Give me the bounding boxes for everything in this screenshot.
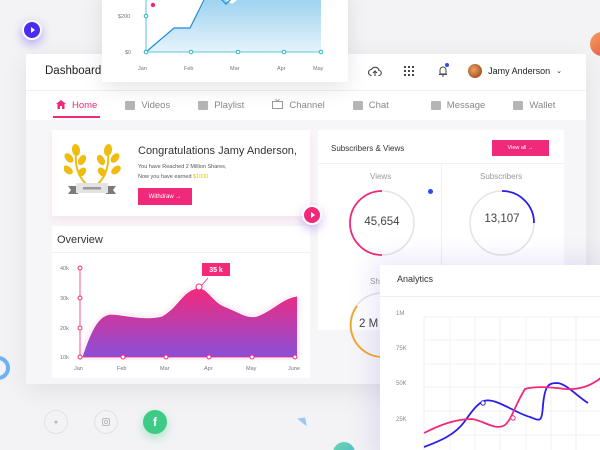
playlist-icon: [198, 101, 209, 110]
bell-icon[interactable]: [434, 62, 452, 80]
earned-amount: $1000: [193, 174, 209, 180]
status-dot: [428, 189, 433, 194]
y-label: 25K: [396, 417, 407, 423]
congrats-line2: Now you have earned $1000: [138, 174, 209, 180]
svg-text:May: May: [246, 366, 257, 372]
y-label: 75K: [396, 346, 407, 352]
shares-value: 2 M: [359, 318, 379, 330]
mail-icon: [430, 101, 441, 110]
apps-grid-icon[interactable]: [400, 62, 418, 80]
wallet-icon: [513, 101, 524, 110]
chat-icon: [352, 101, 363, 110]
trophy-laurel-icon: [64, 144, 121, 194]
divider: [380, 296, 600, 297]
user-name: Jamy Anderson: [488, 66, 551, 76]
views-label: Views: [370, 172, 392, 181]
withdraw-button[interactable]: Withdraw →: [138, 188, 192, 205]
svg-text:Jan: Jan: [138, 66, 147, 72]
facebook-icon[interactable]: f: [143, 410, 167, 434]
svg-text:Mar: Mar: [160, 366, 170, 372]
congrats-title: Congratulations Jamy Anderson,: [138, 145, 297, 157]
user-menu[interactable]: Jamy Anderson ⌄: [468, 64, 562, 78]
analytics-line-chart: [423, 316, 600, 450]
svg-text:20k: 20k: [60, 326, 69, 332]
tab-message[interactable]: Message: [430, 91, 485, 121]
overview-area-chart: 40k 30k 20k 10k 35 k Jan Feb Mar Apr May…: [60, 263, 300, 372]
cloud-upload-icon[interactable]: [366, 62, 384, 80]
svg-text:May: May: [313, 66, 324, 72]
tooltip-bg: [202, 263, 230, 276]
overview-tooltip: 35 k: [209, 267, 223, 274]
svg-text:40k: 40k: [60, 266, 69, 272]
views-value: 45,654: [364, 216, 400, 228]
revenue-chart-card: $200 $0 Jan Feb Mar Apr May: [102, 0, 348, 82]
svg-text:10k: 10k: [60, 355, 69, 361]
subscribers-value: 13,107: [484, 213, 520, 225]
congrats-card: Congratulations Jamy Anderson, You have …: [52, 130, 310, 216]
tab-channel[interactable]: Channel: [272, 91, 325, 121]
tab-wallet[interactable]: Wallet: [513, 91, 555, 121]
tab-videos[interactable]: Videos: [125, 91, 170, 121]
y-label: 1M: [396, 311, 405, 317]
svg-text:June: June: [288, 366, 300, 372]
svg-text:$0: $0: [125, 50, 131, 56]
page-title: Dashboard: [45, 65, 102, 77]
analytics-card: Analytics 1M 75K 50K 25K: [380, 265, 600, 450]
deco-circle-orange: [590, 32, 600, 56]
revenue-area-chart: $200 $0 Jan Feb Mar Apr May: [118, 0, 324, 72]
svg-text:30k: 30k: [60, 296, 69, 302]
svg-text:Apr: Apr: [277, 66, 286, 72]
congrats-line1: You have Reached 2 Million Shares,: [138, 164, 227, 170]
subscribers-title: Subscribers & Views: [331, 144, 405, 153]
main-nav: Home Videos Playlist Channel Chat Messag…: [26, 90, 586, 120]
instagram-icon[interactable]: [94, 410, 118, 434]
overview-card: Overview 40k 30k 20k 10k: [52, 226, 310, 378]
play-button-pink[interactable]: [302, 205, 322, 225]
tab-home[interactable]: Home: [52, 91, 101, 121]
divider: [52, 252, 310, 253]
subscribers-label: Subscribers: [480, 172, 523, 181]
svg-text:Mar: Mar: [230, 66, 240, 72]
tab-playlist[interactable]: Playlist: [198, 91, 244, 121]
analytics-title: Analytics: [397, 274, 434, 284]
home-icon: [56, 99, 66, 112]
tv-icon: [272, 98, 284, 112]
twitter-icon[interactable]: ✦: [44, 410, 68, 434]
play-button-blue[interactable]: [22, 20, 42, 40]
y-label: 50K: [396, 381, 407, 387]
svg-text:$200: $200: [118, 14, 130, 20]
deco-ring-left: [0, 356, 10, 380]
videos-icon: [125, 101, 136, 110]
overview-title: Overview: [57, 234, 103, 246]
subscribers-ring: [469, 190, 535, 256]
view-all-button[interactable]: View all →: [492, 140, 549, 156]
shares-label: Sh: [370, 277, 380, 286]
tab-chat[interactable]: Chat: [352, 91, 389, 121]
chevron-down-icon: ⌄: [556, 68, 562, 75]
views-ring: [349, 190, 415, 256]
svg-text:Apr: Apr: [204, 366, 213, 372]
deco-triangle: [297, 417, 307, 428]
svg-text:Feb: Feb: [117, 366, 126, 372]
divider: [441, 163, 442, 330]
svg-text:Jan: Jan: [74, 366, 83, 372]
notification-dot: [445, 63, 450, 67]
avatar: [468, 64, 483, 78]
svg-text:Feb: Feb: [184, 66, 193, 72]
deco-circle-teal: [333, 442, 355, 450]
